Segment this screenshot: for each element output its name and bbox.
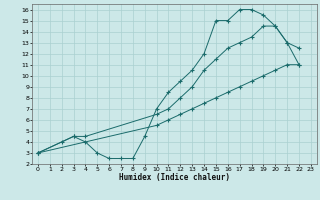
X-axis label: Humidex (Indice chaleur): Humidex (Indice chaleur) [119,173,230,182]
